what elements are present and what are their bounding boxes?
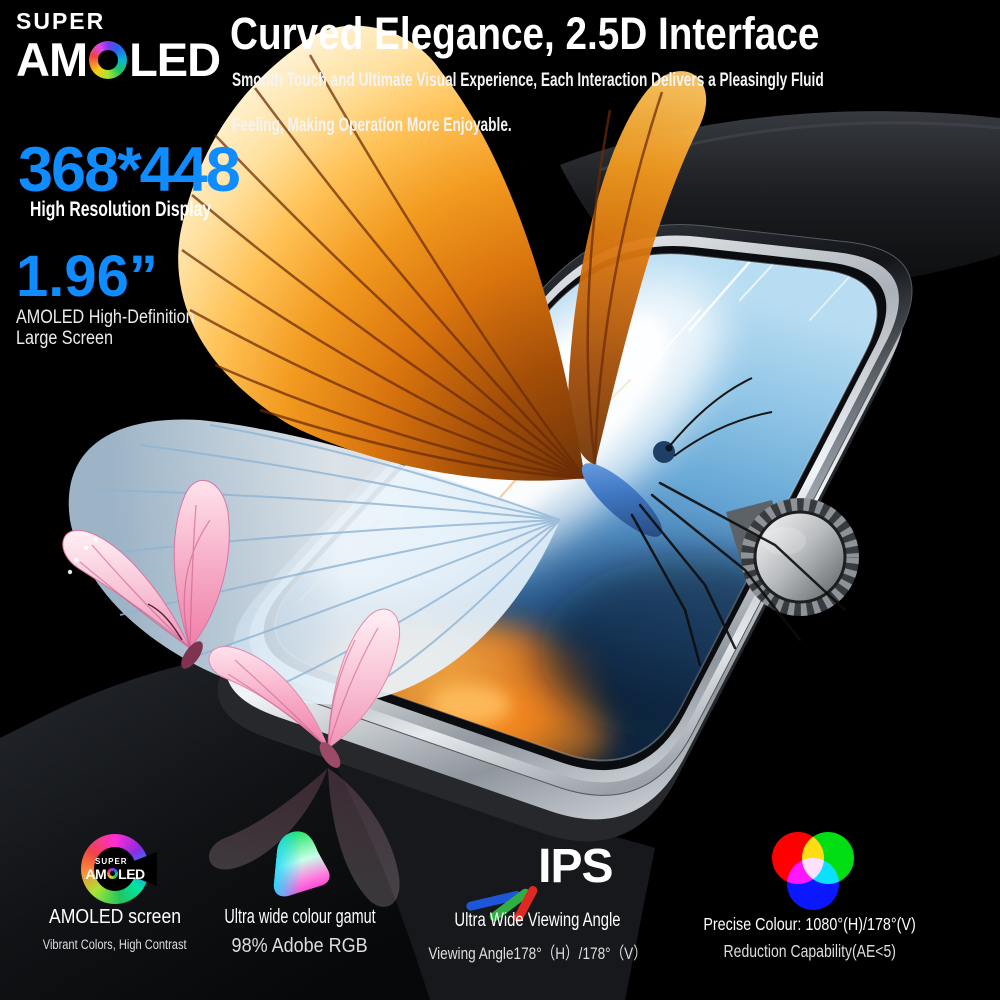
feature-sub: Reduction Capability(AE<5) <box>723 941 897 961</box>
badge-amoled-pre: AM <box>16 33 88 86</box>
screen-size-label: AMOLED High-Definition Large Screen <box>16 307 195 349</box>
ring-amoled-text: AM LED <box>85 865 145 882</box>
feature-label: Ultra wide colour gamut <box>224 906 376 928</box>
feature-colour-gamut: Ultra wide colour gamut 98% Adobe RGB <box>195 826 405 958</box>
feature-amoled-screen: SUPER AM LED AMOLED screen Vibrant Color… <box>10 834 220 952</box>
subtitle-line-1: Smooth Touch and Ultimate Visual Experie… <box>232 70 824 91</box>
screen-size-value: 1.96” <box>16 244 158 309</box>
rainbow-o-icon <box>89 40 128 79</box>
feature-label: AMOLED screen <box>48 906 182 928</box>
feature-precise-colour: Precise Colour: 1080°(H)/178°(V) Reducti… <box>685 832 935 962</box>
ips-text: IPS <box>538 840 613 893</box>
screen-size-label-line1: AMOLED High-Definition <box>16 307 195 328</box>
rgb-colour-circles-icon <box>764 832 856 910</box>
feature-viewing-angle: IPS Ultra Wide Viewing Angle Viewing Ang… <box>415 840 660 964</box>
super-amoled-badge: SUPER AM LED <box>16 8 221 86</box>
badge-amoled-text: AM LED <box>16 33 221 86</box>
ips-viewing-angle-icon: IPS <box>453 840 623 924</box>
badge-amoled-post: LED <box>129 33 221 86</box>
blue-circle <box>787 858 839 910</box>
subtitle-line-2: Feeling, Making Operation More Enjoyable… <box>232 115 512 136</box>
feature-sub: Vibrant Colors, High Contrast <box>43 937 187 952</box>
colour-gamut-triangle-icon <box>273 831 330 897</box>
badge-super-text: SUPER <box>16 8 106 34</box>
watch-crown <box>741 498 859 616</box>
butterfly-pink-left <box>62 479 230 669</box>
butterfly-body <box>581 463 663 537</box>
forewing-veins <box>181 54 664 480</box>
ring-super-text: SUPER <box>95 856 128 866</box>
feature-label: Ultra Wide Viewing Angle <box>454 910 621 931</box>
screen-size-label-line2: Large Screen <box>16 328 113 349</box>
feature-label: Precise Colour: 1080°(H)/178°(V) <box>703 914 917 934</box>
butterfly-legs <box>630 481 847 667</box>
super-amoled-ring-icon: SUPER AM LED <box>81 834 157 904</box>
feature-sub: 98% Adobe RGB <box>231 935 369 957</box>
butterfly-antennae <box>667 377 773 457</box>
watch-strap-bottom <box>0 662 655 1000</box>
page-title: Curved Elegance, 2.5D Interface <box>230 8 820 59</box>
rainbow-o-icon <box>106 868 118 879</box>
resolution-label: High Resolution Display <box>30 198 212 221</box>
butterfly-pink-screen <box>208 608 400 907</box>
hindwing-veins <box>89 424 561 701</box>
feature-sub: Viewing Angle178°（H）/178°（V） <box>428 944 647 963</box>
butterfly-forewing <box>178 25 585 481</box>
resolution-value: 368*448 <box>18 135 241 205</box>
